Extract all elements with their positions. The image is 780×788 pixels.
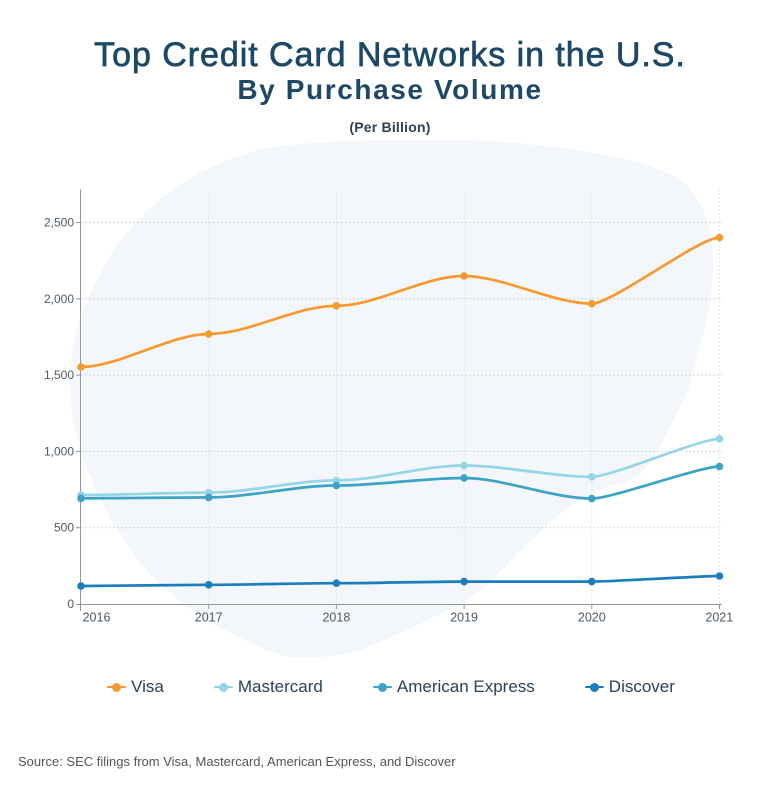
svg-text:2020: 2020 (578, 611, 606, 625)
svg-text:2019: 2019 (450, 611, 478, 625)
svg-text:1,500: 1,500 (44, 368, 74, 382)
svg-text:500: 500 (54, 521, 74, 535)
svg-text:2021: 2021 (705, 611, 733, 625)
svg-text:2018: 2018 (322, 611, 350, 625)
svg-text:2016: 2016 (83, 611, 111, 625)
svg-text:2017: 2017 (195, 611, 223, 625)
svg-text:2,500: 2,500 (44, 216, 74, 230)
svg-text:1,000: 1,000 (44, 444, 74, 458)
svg-text:2,000: 2,000 (44, 292, 74, 306)
svg-text:0: 0 (67, 597, 74, 611)
